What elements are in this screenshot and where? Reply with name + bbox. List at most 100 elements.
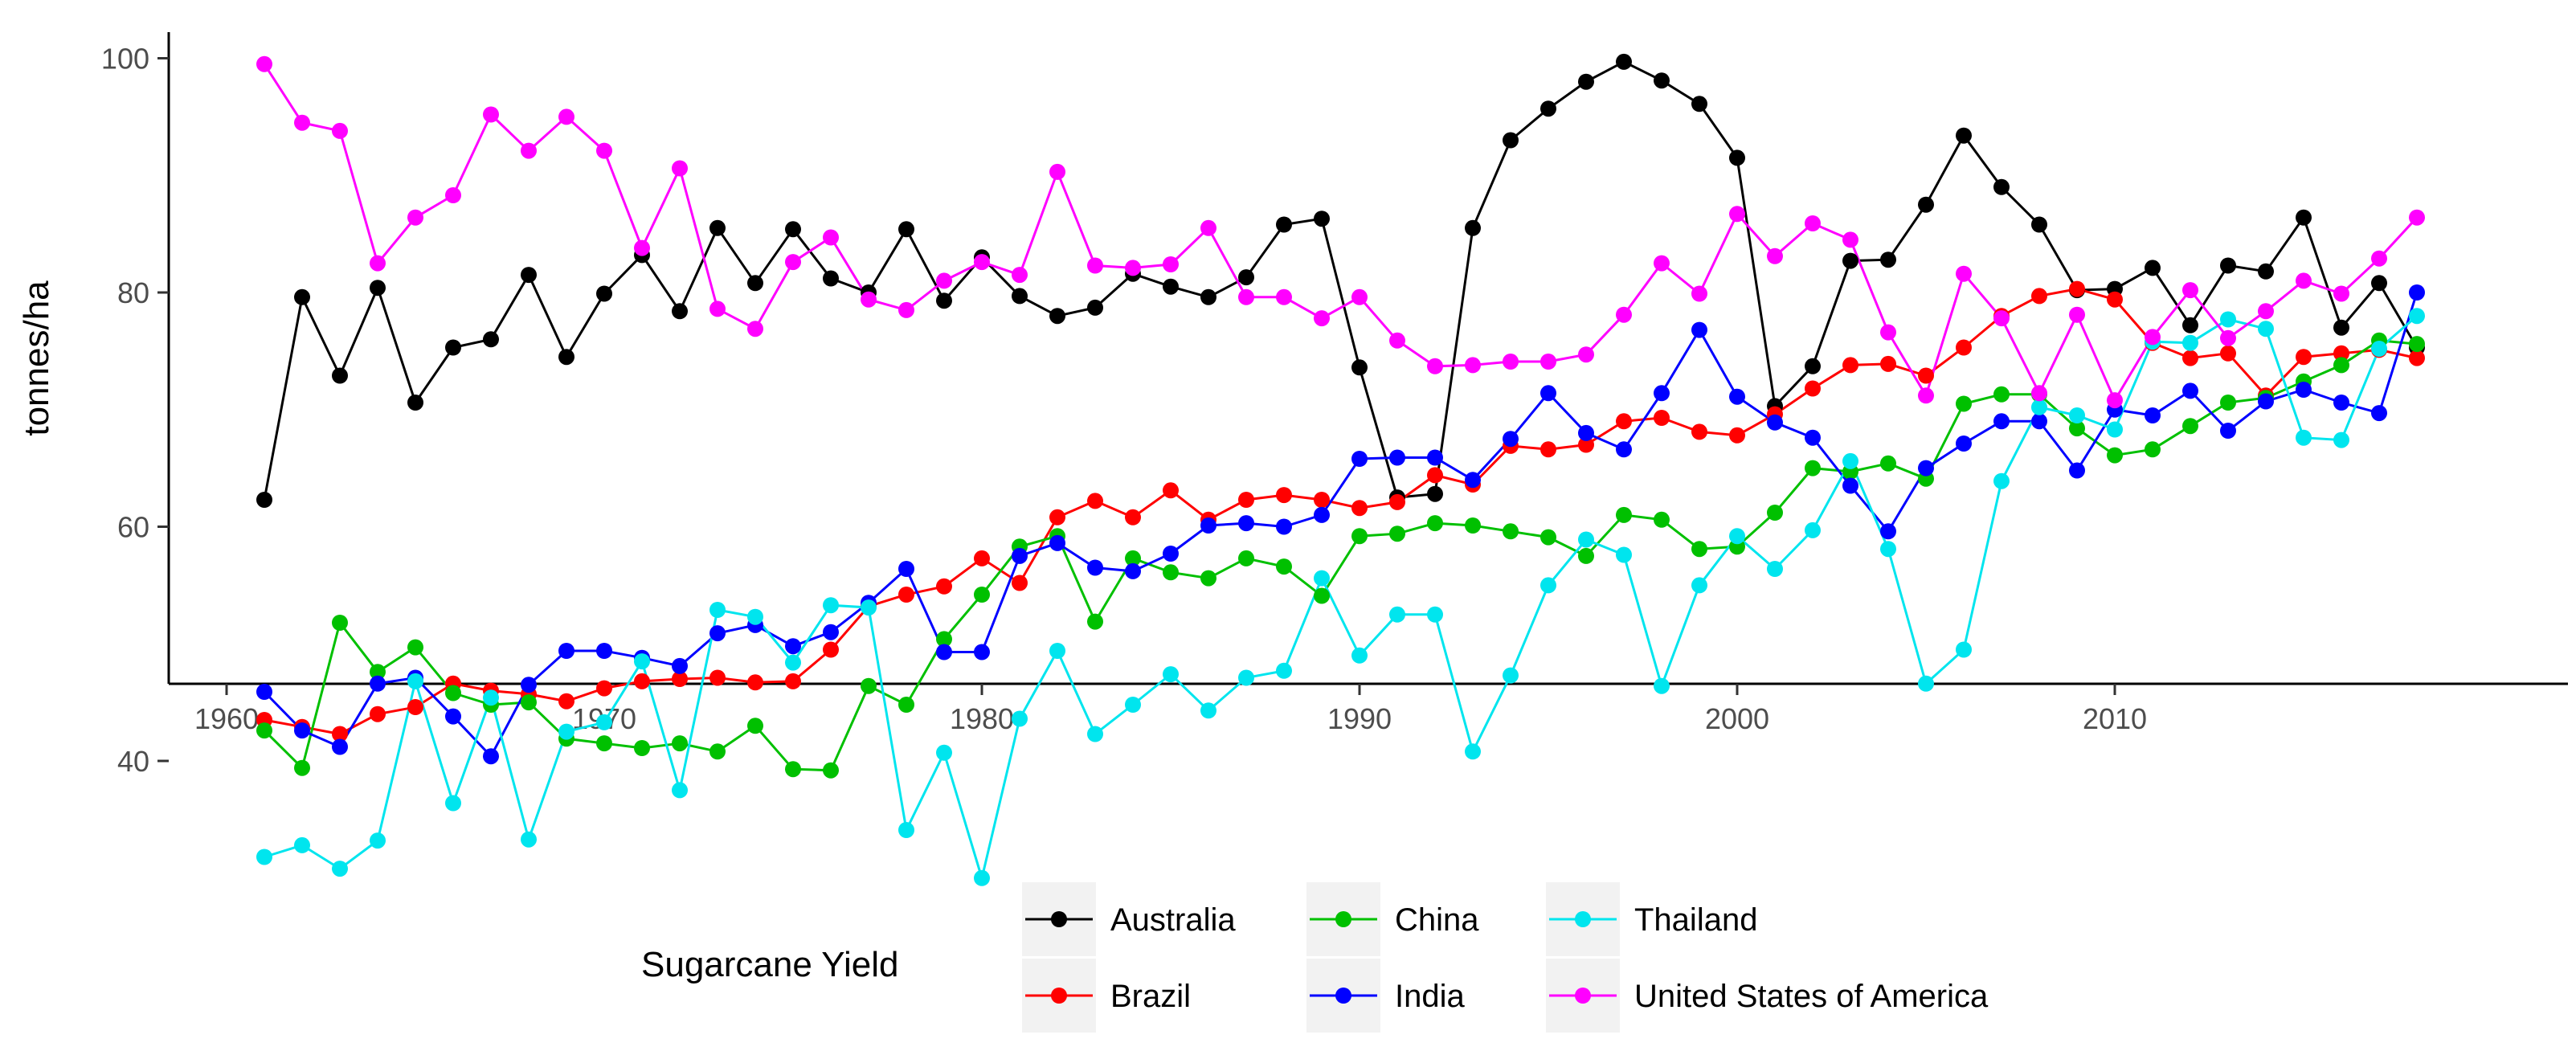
data-point — [2031, 385, 2047, 402]
data-point — [1503, 523, 1519, 540]
data-point — [1918, 460, 1934, 476]
x-tick-label: 1960 — [194, 702, 259, 735]
data-point — [2182, 418, 2198, 435]
data-point — [294, 836, 310, 853]
data-point — [1238, 515, 1254, 532]
legend-key-point — [1051, 911, 1067, 927]
data-point — [596, 643, 612, 659]
data-point — [1654, 255, 1670, 272]
series-line-australia — [263, 60, 2419, 501]
data-point — [1918, 196, 1934, 213]
data-point — [445, 795, 461, 812]
data-point — [823, 270, 839, 287]
data-point — [2409, 308, 2425, 325]
series-line-india — [263, 292, 2419, 759]
data-point — [2258, 263, 2274, 280]
data-point — [1314, 570, 1330, 587]
data-point — [294, 114, 310, 131]
data-point — [1993, 178, 2010, 195]
data-point — [823, 624, 839, 640]
data-point — [2371, 275, 2387, 292]
data-point — [1351, 288, 1368, 305]
ticks: 196019701980199020002010406080100 — [101, 43, 2147, 779]
data-point — [672, 671, 688, 687]
data-point — [1993, 386, 2010, 403]
data-point — [785, 638, 801, 655]
y-tick-label: 100 — [101, 43, 149, 76]
data-point — [1163, 278, 1179, 295]
data-point — [2371, 405, 2387, 422]
data-point — [2258, 393, 2274, 410]
data-point — [1200, 702, 1216, 719]
data-point — [2107, 421, 2123, 438]
data-point — [1956, 265, 1972, 282]
data-point — [709, 602, 726, 618]
data-point — [2333, 319, 2349, 336]
data-point — [1880, 252, 1896, 268]
data-point — [1993, 310, 2010, 327]
data-point — [1540, 385, 1556, 402]
data-point — [936, 292, 952, 309]
data-point — [1427, 606, 1443, 623]
data-point — [936, 272, 952, 289]
data-point — [1578, 547, 1594, 564]
data-point — [1163, 666, 1179, 683]
data-point — [1729, 388, 1745, 405]
data-point — [974, 644, 990, 660]
data-point — [1200, 219, 1216, 236]
data-point — [332, 122, 348, 139]
data-point — [861, 291, 877, 308]
data-point — [1729, 528, 1745, 545]
data-point — [1465, 517, 1481, 534]
data-point — [1956, 436, 1972, 452]
data-point — [1238, 492, 1254, 508]
x-tick-label: 1980 — [950, 702, 1014, 735]
series-points-brazil — [256, 280, 2425, 742]
data-point — [2145, 407, 2161, 423]
data-point — [256, 722, 272, 739]
data-point — [1993, 413, 2010, 430]
data-point — [1880, 355, 1896, 372]
data-point — [1465, 743, 1481, 760]
data-point — [1087, 299, 1103, 316]
legend-label: Australia — [1110, 902, 1236, 938]
data-point — [898, 822, 914, 838]
data-point — [2069, 420, 2085, 437]
data-point — [1767, 247, 1783, 264]
data-point — [672, 160, 688, 177]
data-point — [898, 301, 914, 318]
data-point — [2220, 395, 2236, 411]
legend: Sugarcane Yield Australia Brazil China Indi… — [641, 882, 1989, 1033]
data-point — [2258, 321, 2274, 337]
data-point — [1087, 726, 1103, 742]
data-point — [1729, 427, 1745, 444]
data-point — [1200, 288, 1216, 305]
legend-key-point — [1051, 988, 1067, 1004]
data-point — [558, 349, 574, 366]
data-point — [1049, 643, 1065, 659]
data-point — [1616, 506, 1632, 523]
data-point — [256, 55, 272, 72]
data-point — [332, 726, 348, 742]
data-point — [1767, 505, 1783, 521]
data-point — [1314, 506, 1330, 523]
data-point — [2031, 413, 2047, 430]
data-point — [1012, 547, 1028, 564]
data-point — [1351, 451, 1368, 467]
data-point — [1842, 252, 1858, 269]
data-point — [1880, 523, 1896, 540]
data-point — [1125, 550, 1141, 566]
data-point — [2296, 429, 2312, 446]
series-points-india — [256, 284, 2425, 765]
data-point — [370, 664, 386, 681]
series-points-thailand — [256, 308, 2425, 886]
data-point — [1503, 354, 1519, 370]
data-point — [1389, 332, 1405, 349]
x-tick-label: 1990 — [1327, 702, 1392, 735]
data-point — [558, 643, 574, 659]
y-tick-label: 40 — [117, 745, 149, 778]
data-point — [1049, 534, 1065, 551]
legend-item-thailand: Thailand — [1546, 882, 1757, 956]
data-point — [1238, 288, 1254, 305]
data-point — [1729, 206, 1745, 223]
